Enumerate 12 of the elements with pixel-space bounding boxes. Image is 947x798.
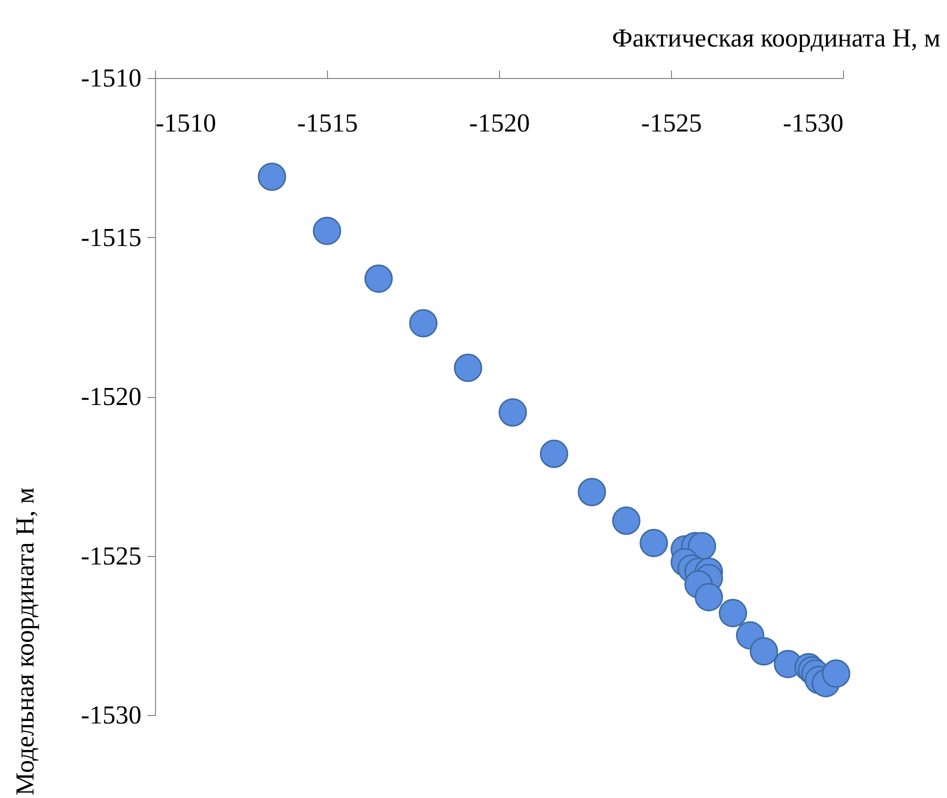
y-tick-label: -1515 [80, 222, 142, 252]
y-tick-label: -1525 [80, 541, 142, 570]
x-tick-label: -1520 [469, 108, 530, 138]
x-tick-label: -1510 [156, 108, 216, 138]
x-tick-label: -1525 [641, 108, 702, 138]
y-tick-label: -1510 [80, 64, 142, 92]
x-tick-label: -1530 [782, 108, 844, 138]
x-axis-title: Фактическая координата Н, м [612, 24, 940, 52]
y-tick-label: -1520 [80, 382, 142, 411]
x-tick-label: -1515 [297, 108, 358, 138]
y-tick-label: -1530 [80, 700, 142, 730]
y-axis-title: Модельная координата Н, м [10, 487, 40, 796]
